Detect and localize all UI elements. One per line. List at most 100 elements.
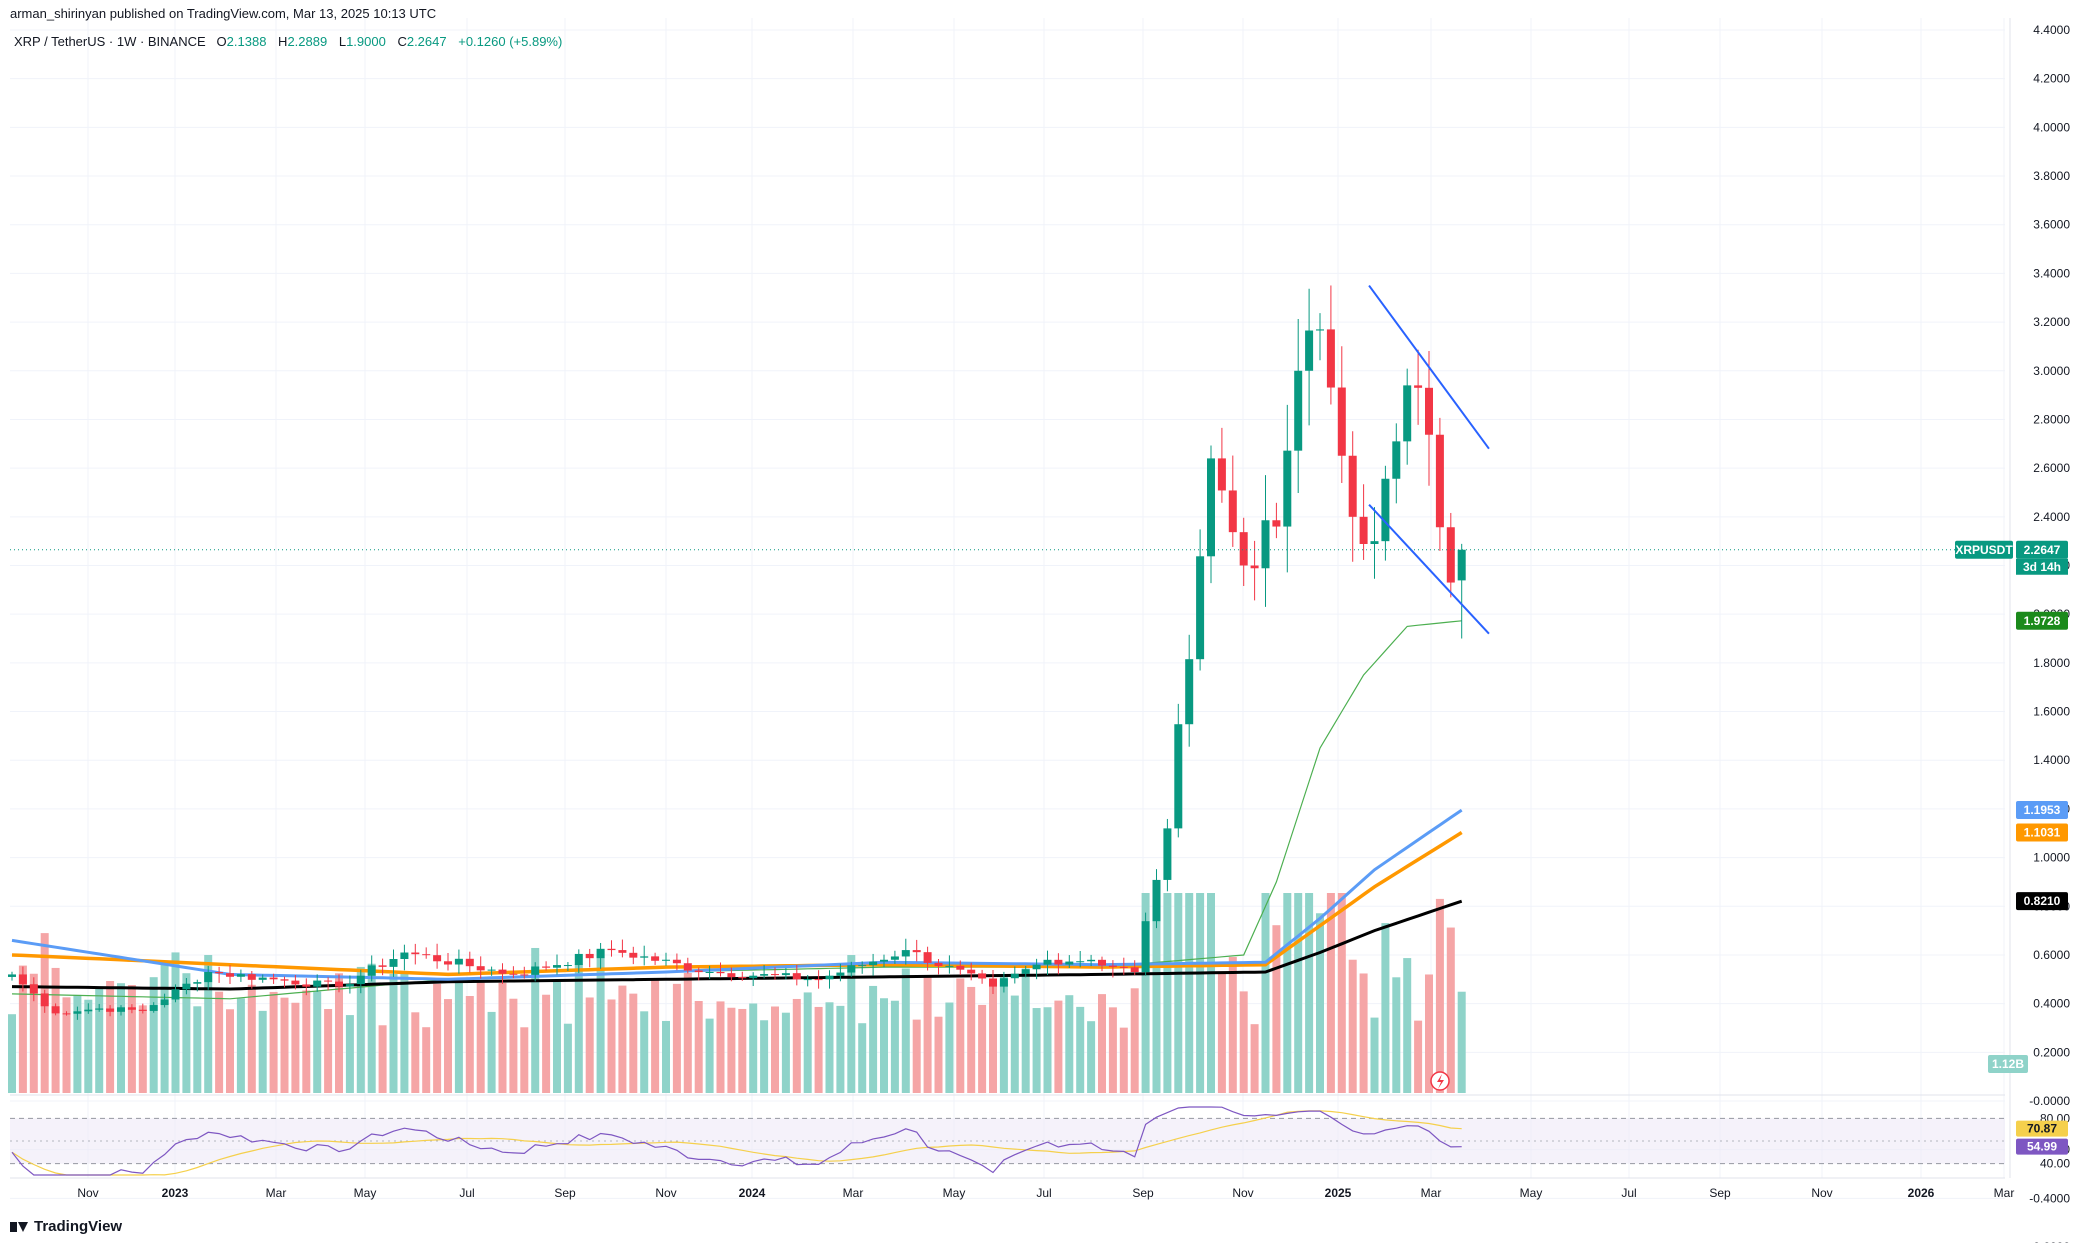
candle [683,957,692,974]
price-tick-label: 3.0000 [2033,364,2070,378]
candle [1228,455,1237,547]
volume-bar [825,1002,834,1093]
time-tick-label: 2024 [739,1186,766,1200]
volume-bar [705,1018,714,1093]
volume-bar [1054,1000,1063,1093]
candle [476,956,485,979]
volume-bar [847,955,856,1093]
volume-bar [890,1000,899,1093]
candle-body [694,970,703,973]
candle-body [1032,964,1041,970]
candle [335,974,343,993]
candle-body [465,958,474,967]
volume-bar [149,977,158,1093]
volume-bar [923,977,932,1093]
candle [553,954,561,975]
candle-body [912,950,921,953]
volume-bar [956,978,965,1093]
candle-body [1217,458,1226,491]
volume-bar [302,990,311,1093]
candle-body [149,1005,158,1011]
volume-bar [640,1011,649,1093]
candle-body [1207,458,1215,557]
candle-body [553,965,561,968]
open-value: 2.1388 [226,34,267,49]
candle-body [367,965,376,976]
candle [1054,953,1063,975]
candle [1435,417,1444,551]
candle-body [509,973,518,975]
candle [127,1004,136,1014]
candle [400,944,409,971]
candle-body [258,977,267,980]
volume-bar [945,1002,954,1093]
candle-body [226,973,234,977]
volume-bar [476,979,485,1093]
candle [454,949,463,974]
candle-body [956,965,965,970]
volume-bar [84,999,93,1093]
candle-body [880,959,888,962]
high-label: H [278,34,288,49]
candle-body [683,963,692,971]
candle [956,960,965,975]
candle [760,965,769,979]
volume-bar [803,992,812,1093]
candle [901,938,910,965]
time-tick-label: Sep [1709,1186,1731,1200]
candle-body [324,980,333,982]
candle-body [345,984,354,987]
candle-body [444,961,452,965]
candle-body [1054,959,1063,965]
tradingview-logo[interactable]: TradingView [10,1218,122,1235]
volume-bar [1217,971,1226,1093]
time-tick-label: Nov [77,1186,98,1200]
candle [302,978,311,996]
candle [1098,956,1106,972]
candle-body [40,993,49,1007]
candle-body [1021,969,1030,974]
candle [1076,950,1085,968]
volume-bar [1228,957,1237,1093]
volume-bar [1305,893,1314,1093]
candle [51,1003,60,1016]
candle [117,1005,125,1016]
price-tick-label: 1.8000 [2033,656,2070,670]
volume-bar [912,1019,921,1093]
volume-bar [672,983,681,1093]
price-badge-bg [2016,540,2068,559]
candle-body [825,975,834,980]
candle-body [18,974,27,985]
candle [1043,950,1052,975]
candle-body [967,969,976,974]
price-badge-label: 2.2647 [2024,543,2061,557]
candle-body [84,1009,93,1012]
volume-badge-bg [1988,1055,2028,1073]
volume-bar [1392,977,1401,1093]
ma-black-line [11,899,1463,991]
time-tick-label: Jul [1036,1186,1051,1200]
volume-bar [1283,893,1292,1093]
candle-body [1152,879,1161,922]
price-badge: 1.1031 [2016,823,2068,842]
candle-body [607,948,616,951]
candle-body [454,958,463,965]
candle-body [269,977,278,980]
volume-bar [1457,991,1466,1093]
price-tick-label: 2.6000 [2033,461,2070,475]
candle [378,958,387,976]
candle-body [1196,556,1205,660]
candle [73,1006,82,1020]
candle [204,965,213,990]
candle [465,951,474,973]
candle [1141,912,1150,976]
candle [542,961,551,971]
candle [422,947,431,959]
candle-body [1435,434,1444,528]
candle-body [901,950,910,957]
trendline [1368,503,1490,635]
candle-body [651,956,660,961]
candle [716,962,725,977]
candle-body [73,1011,82,1014]
